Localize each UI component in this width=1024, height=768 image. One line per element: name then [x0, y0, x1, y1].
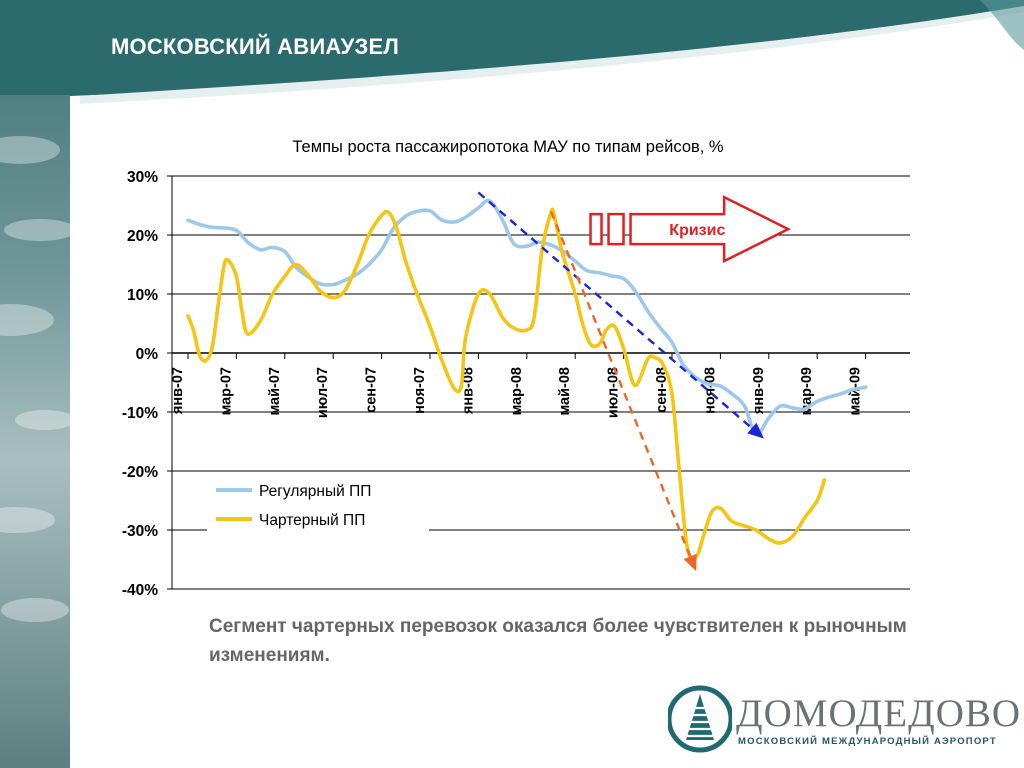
x-tick-label: янв-08 [460, 367, 476, 414]
chart-title: Темпы роста пассажиропотока МАУ по типам… [292, 138, 724, 156]
x-tick-label: июл-07 [315, 367, 331, 418]
x-tick-label: ноя-07 [412, 367, 428, 414]
y-tick-label: 10% [127, 287, 158, 304]
slide-title: МОСКОВСКИЙ АВИАУЗЕЛ [111, 34, 399, 59]
x-axis: янв-07 мар-07 май-07 июл-07 сен-07 ноя-07 янв-… [170, 353, 867, 418]
series-line-charter [186, 207, 827, 561]
legend-background [207, 474, 429, 534]
y-axis: 30% 20% 10% 0% -10% -20% -30% -40% [122, 169, 173, 599]
y-tick-label: 0% [136, 346, 159, 363]
logo-wordmark: ДОМОДЕДОВО [736, 692, 1022, 735]
legend-label-charter: Чартерный ПП [259, 512, 365, 529]
y-tick-label: 20% [127, 228, 158, 245]
x-tick-label: мар-08 [509, 367, 525, 415]
legend-label-regular: Регулярный ПП [259, 483, 371, 500]
y-tick-label: 30% [127, 169, 158, 186]
y-tick-label: -40% [122, 582, 158, 599]
x-tick-label: июл-08 [606, 367, 622, 418]
crisis-arrow-label: Кризис [669, 222, 725, 239]
x-tick-label: сен-07 [364, 367, 380, 413]
y-tick-label: -10% [122, 405, 158, 422]
logo-tagline: МОСКОВСКИЙ МЕЖДУНАРОДНЫЙ АЭРОПОРТ [738, 736, 997, 747]
legend-box: Регулярный ПП Чартерный ПП [207, 474, 429, 534]
x-tick-label: янв-07 [170, 367, 186, 414]
x-tick-label: май-07 [267, 367, 283, 415]
trend-line-regular [477, 191, 753, 430]
x-tick-label: ноя-08 [702, 367, 718, 414]
crisis-arrow: Кризис [589, 195, 791, 264]
trend-arrowhead-charter [683, 553, 697, 572]
crisis-arrow-stripe-2 [607, 212, 625, 246]
domodedovo-logo: ДОМОДЕДОВО МОСКОВСКИЙ МЕЖДУНАРОДНЫЙ АЭРО… [666, 684, 1020, 760]
x-tick-label: май-08 [557, 367, 573, 415]
trend-arrows [477, 191, 764, 572]
trend-arrowhead-regular [747, 422, 764, 439]
crisis-arrow-stripe-1 [589, 212, 603, 246]
x-tick-label: мар-07 [218, 367, 234, 415]
x-tick-label: сен-08 [654, 367, 670, 413]
domodedovo-emblem-icon [668, 685, 732, 753]
x-tick-label: янв-09 [751, 367, 767, 414]
y-tick-label: -30% [122, 523, 158, 540]
gridlines [172, 175, 910, 590]
x-tick-label: май-09 [848, 367, 864, 415]
y-tick-label: -20% [122, 464, 158, 481]
slide-caption: Сегмент чартерных перевозок оказался бол… [209, 616, 907, 666]
trend-line-charter [549, 210, 692, 557]
crisis-arrow-body [629, 195, 791, 264]
